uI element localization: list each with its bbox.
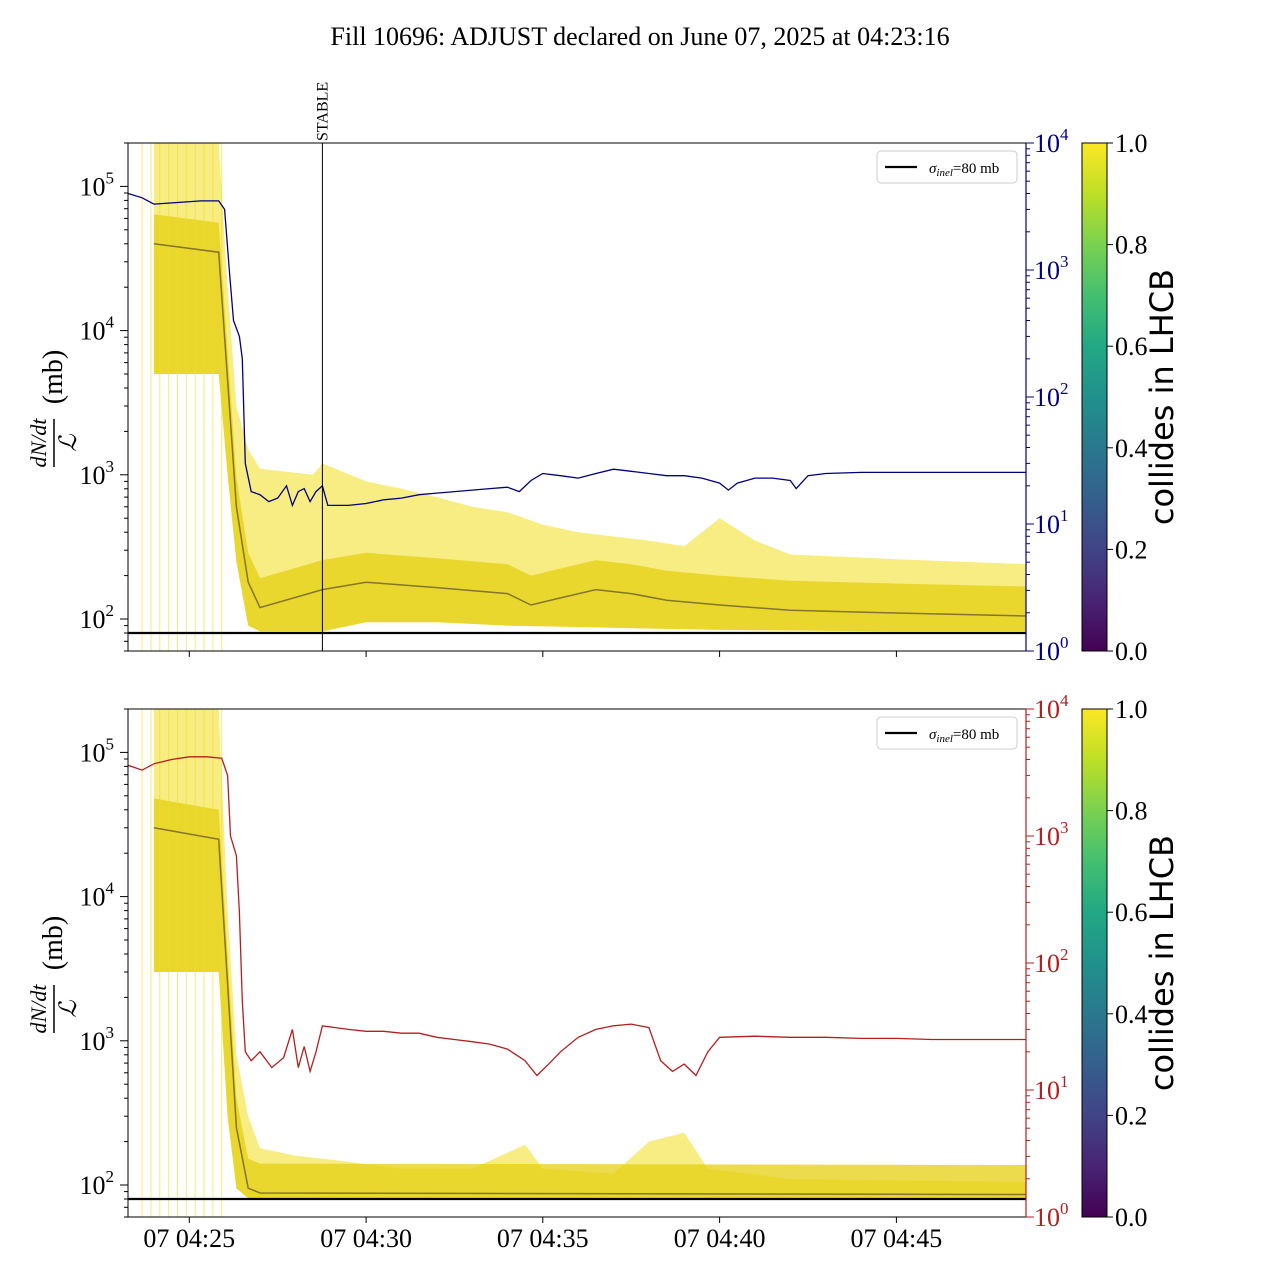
y2-tick-label: 103: [1034, 818, 1069, 851]
y-axis-label: dN/dt ℒ (mb): [26, 916, 82, 1034]
legend-box: [876, 716, 1018, 750]
secondary-series-line: [128, 192, 1026, 508]
colorbar-tick-label: 0.2: [1115, 535, 1148, 564]
colorbar-tick-label: 1.0: [1115, 695, 1148, 724]
plot-area: [128, 709, 1026, 1217]
y2-tick-label: 104: [1034, 125, 1069, 158]
y-label-unit: (mb): [38, 350, 69, 404]
y2-tick-label: 100: [1034, 1199, 1069, 1232]
y-axis-label: dN/dt ℒ (mb): [26, 350, 82, 468]
legend-label: σinel=80 mb: [929, 161, 999, 179]
x-tick-label: 07 04:45: [851, 1224, 943, 1253]
legend: σinel=80 mb: [876, 150, 1018, 184]
colorbar-tick-label: 0.8: [1115, 231, 1148, 260]
colorbar-tick-label: 0.6: [1115, 332, 1148, 361]
colorbar-label: collides in LHCB: [1143, 269, 1181, 525]
y-tick-label: 102: [80, 1167, 115, 1200]
colorbar-tick-label: 0.6: [1115, 898, 1148, 927]
figure-title: Fill 10696: ADJUST declared on June 07, …: [330, 22, 949, 51]
x-tick-label: 07 04:30: [320, 1224, 412, 1253]
y-tick-label: 105: [80, 168, 115, 201]
colorbar-tick-label: 0.0: [1115, 637, 1148, 666]
axes-frame: [127, 708, 1027, 1218]
plot-area: [128, 143, 1026, 651]
colorbar-gradient: [1081, 708, 1108, 1218]
colorbar-top: 0.0 0.2 0.4 0.6 0.8 1.0 collides in LHCB: [1081, 129, 1181, 666]
y2-tick-label: 101: [1034, 1072, 1069, 1105]
colorbar-tick-label: 0.8: [1115, 797, 1148, 826]
y-tick-label: 105: [80, 734, 115, 767]
bunch-median-line: [153, 827, 1026, 1196]
y-label-denominator: ℒ: [56, 1000, 82, 1018]
y-label-numerator: dN/dt: [26, 984, 51, 1034]
bunch-envelope: [153, 709, 1026, 1199]
y-tick-label: 103: [80, 1023, 115, 1056]
bottom-panel: 102 103 104 105 100 101 102 103 104 07 04:25 07 04…: [26, 691, 1069, 1253]
colorbar-tick-label: 0.2: [1115, 1101, 1148, 1130]
y2-tick-label: 102: [1034, 945, 1069, 978]
y-tick-label: 102: [80, 601, 115, 634]
colorbar-tick-label: 0.4: [1115, 1000, 1148, 1029]
legend: σinel=80 mb: [876, 716, 1018, 750]
x-tick-label: 07 04:40: [674, 1224, 766, 1253]
y-tick-label: 103: [80, 457, 115, 490]
y2-tick-label: 104: [1034, 691, 1069, 724]
y2-tick-label: 103: [1034, 252, 1069, 285]
x-tick-label: 07 04:25: [143, 1224, 235, 1253]
y-tick-label: 104: [80, 879, 115, 912]
bunch-median-line: [153, 243, 1026, 617]
bunch-core: [153, 798, 1026, 1199]
colorbar-label: collides in LHCB: [1143, 835, 1181, 1091]
colorbar-gradient: [1081, 142, 1108, 652]
legend-label: σinel=80 mb: [929, 727, 999, 745]
y2-tick-label: 101: [1034, 506, 1069, 539]
y-label-denominator: ℒ: [56, 434, 82, 452]
stable-label: STABLE: [314, 82, 331, 141]
secondary-series-line: [128, 756, 1026, 1077]
colorbar-tick-label: 0.4: [1115, 434, 1148, 463]
colorbar-tick-label: 1.0: [1115, 129, 1148, 158]
legend-box: [876, 150, 1018, 184]
colorbar-tick-label: 0.0: [1115, 1203, 1148, 1232]
top-panel: STABLE 102 103 104 105 100 101 102 103 104 dN/dt ℒ (…: [26, 82, 1069, 666]
x-tick-label: 07 04:35: [497, 1224, 589, 1253]
y-label-numerator: dN/dt: [26, 418, 51, 468]
bunch-envelope: [153, 143, 1026, 632]
y2-tick-label: 102: [1034, 379, 1069, 412]
bunch-core: [153, 214, 1026, 632]
colorbar-bottom: 0.0 0.2 0.4 0.6 0.8 1.0 collides in LHCB: [1081, 695, 1181, 1232]
y2-tick-label: 100: [1034, 633, 1069, 666]
y-label-unit: (mb): [38, 916, 69, 970]
y-tick-label: 104: [80, 313, 115, 346]
